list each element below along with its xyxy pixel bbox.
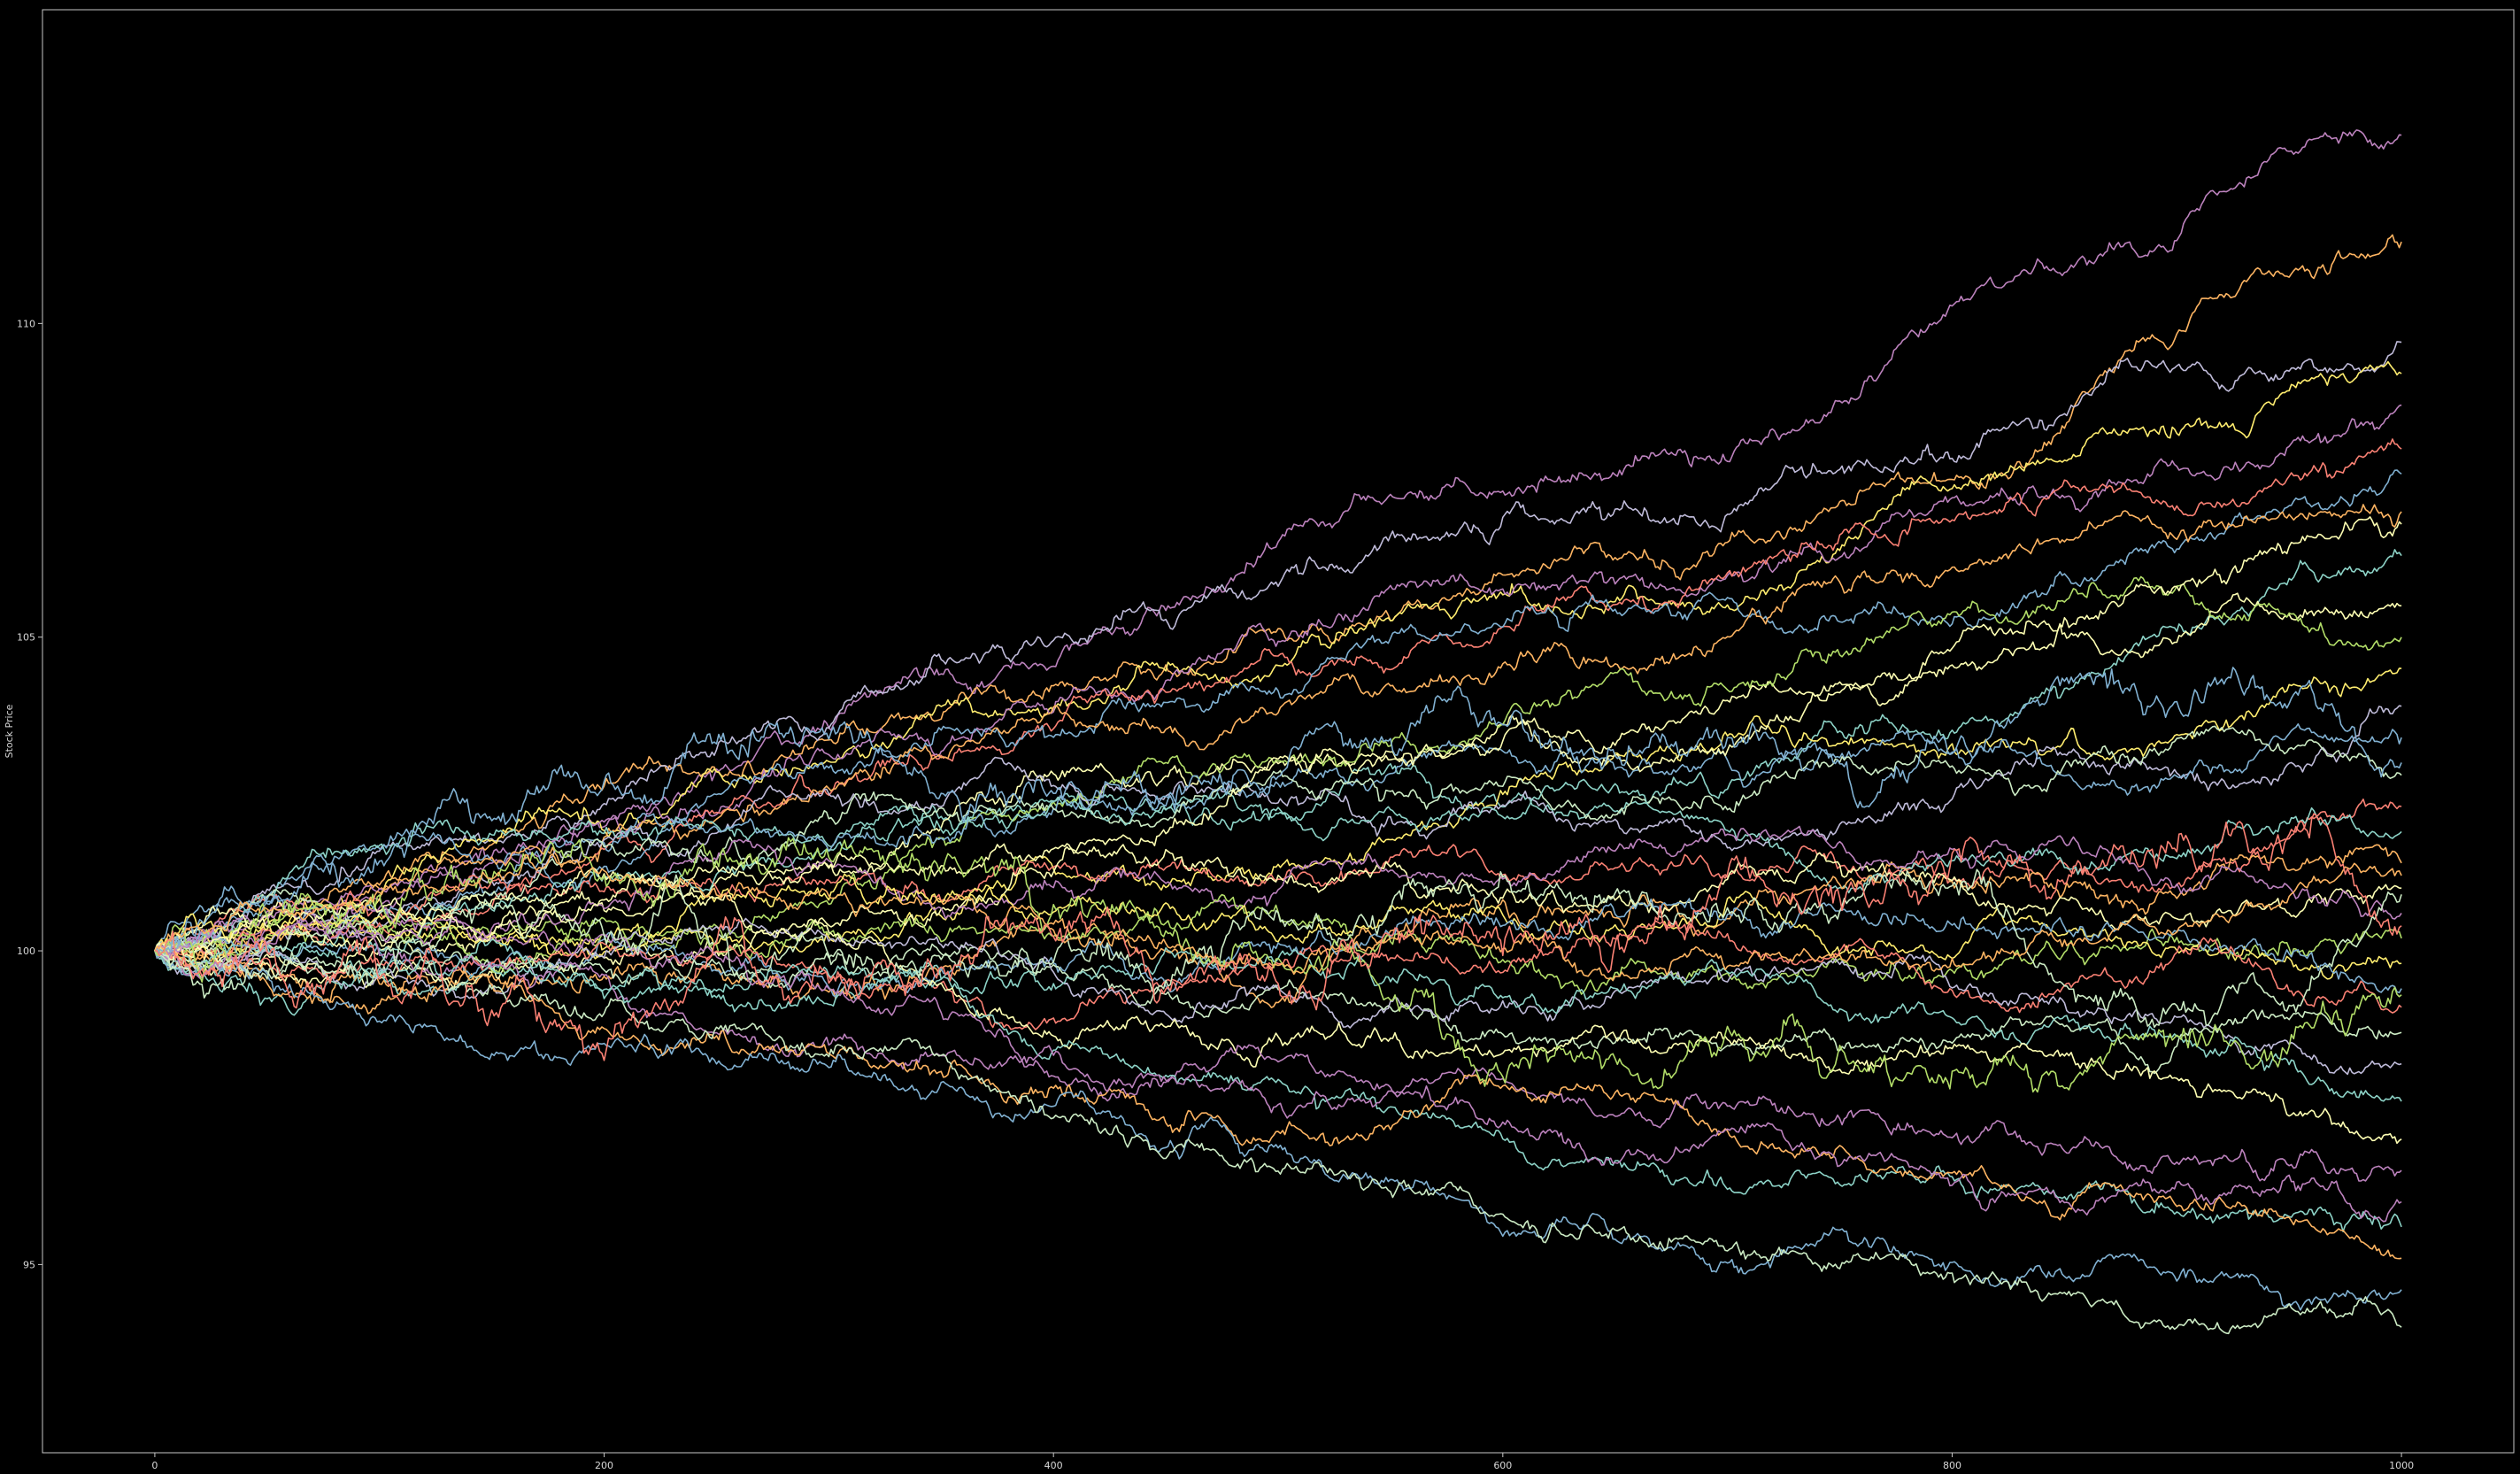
plot-frame	[42, 9, 2515, 1454]
series-line	[154, 938, 2402, 1232]
series-line	[154, 723, 2402, 952]
series-line	[154, 360, 2402, 955]
series-line	[154, 867, 2402, 1145]
series-line	[154, 234, 2402, 961]
series-line	[154, 725, 2402, 952]
series-line	[154, 813, 2402, 1061]
x-tick-label: 400	[1044, 1460, 1063, 1471]
series-line	[154, 868, 2402, 1029]
series-line	[154, 516, 2402, 952]
y-axis-label: Stock Price	[4, 704, 15, 758]
series-line	[154, 920, 2402, 1030]
series-line	[154, 469, 2402, 952]
y-tick-label: 100	[17, 945, 35, 957]
x-tick-label: 1000	[2389, 1460, 2414, 1471]
x-tick-label: 600	[1493, 1460, 1512, 1471]
y-tick-label: 95	[23, 1259, 35, 1270]
x-tick-label: 0	[151, 1460, 158, 1471]
series-line	[154, 438, 2402, 957]
series-line	[154, 404, 2402, 952]
series-line	[154, 799, 2402, 958]
series-line	[154, 917, 2402, 1335]
series-line	[154, 668, 2402, 963]
series-line	[154, 825, 2402, 961]
x-tick-label: 800	[1943, 1460, 1961, 1471]
y-tick-label: 105	[17, 632, 35, 644]
y-tick-label: 110	[17, 318, 35, 329]
series-lines	[154, 129, 2402, 1335]
series-line	[154, 592, 2402, 982]
series-line	[154, 873, 2402, 980]
series-line	[154, 898, 2402, 998]
series-line	[154, 778, 2402, 976]
series-line	[154, 946, 2402, 1260]
series-line	[154, 504, 2402, 964]
series-line	[154, 948, 2402, 1311]
x-tick-label: 200	[595, 1460, 613, 1471]
series-line	[154, 667, 2402, 959]
axis-ticks: 0 200 400 600 800 1000 95 100 105 110	[17, 318, 2414, 1471]
series-line	[154, 918, 2402, 1223]
series-line	[154, 908, 2402, 1182]
series-line	[154, 853, 2402, 982]
series-line	[154, 705, 2402, 972]
